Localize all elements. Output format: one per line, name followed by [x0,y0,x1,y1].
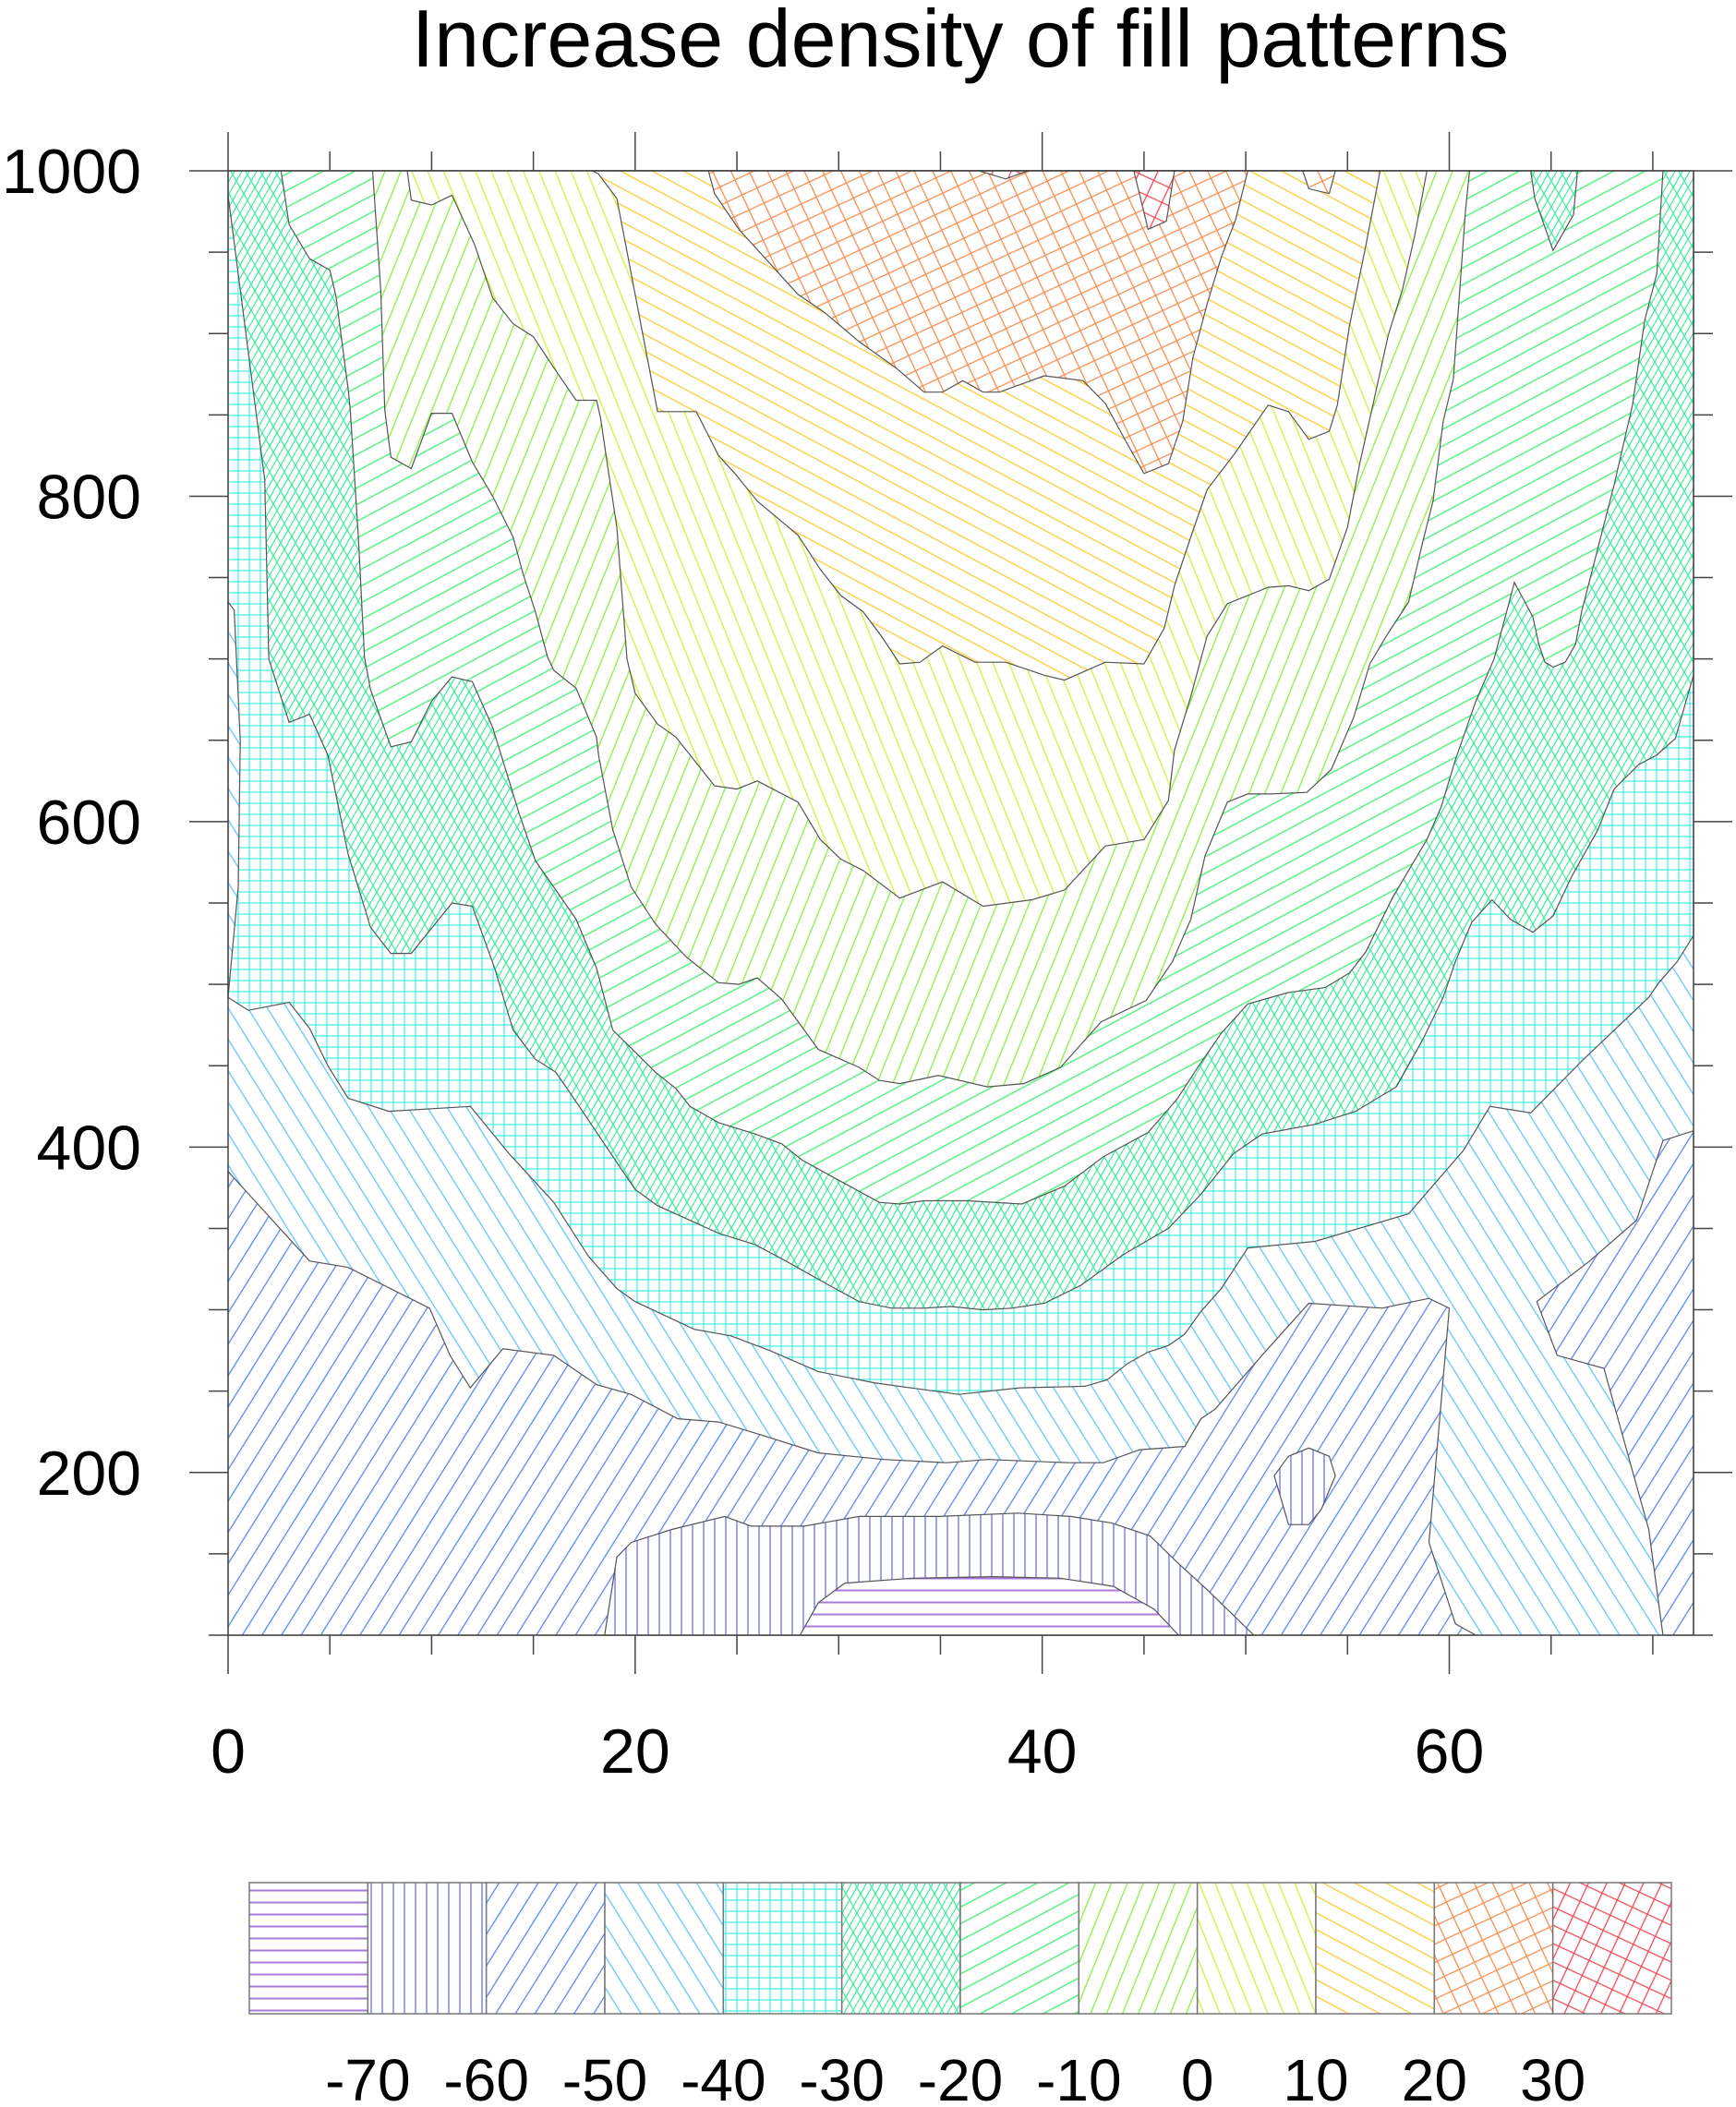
colorbar-label: 0 [1181,2047,1214,2107]
y-tick-label: 200 [37,1439,141,1509]
colorbar-label: -60 [443,2047,529,2107]
colorbar-label: -30 [799,2047,885,2107]
colorbar-box [367,1882,488,2015]
x-tick-label: 20 [600,1716,670,1787]
contour-region [707,170,1249,475]
y-tick-label: 400 [37,1113,141,1183]
contour-region [227,1170,1478,1636]
colorbar-label: 30 [1520,2047,1585,2107]
colorbar-box [840,1882,961,2015]
colorbar-label: -70 [325,2047,411,2107]
colorbar-label: -50 [562,2047,648,2107]
contour-region [1273,1447,1336,1525]
colorbar-box [722,1882,843,2015]
x-tick-label: 0 [211,1716,246,1787]
colorbar-box [1551,1882,1672,2015]
x-tick-label: 40 [1007,1716,1078,1787]
colorbar-label: -40 [681,2047,766,2107]
colorbar: -70 -60 -50 -40 -30 -20 -10 0 10 20 30 [248,1882,1672,2107]
colorbar-box [1433,1882,1554,2015]
colorbar-label: 10 [1283,2047,1348,2107]
colorbar-label: -10 [1036,2047,1122,2107]
colorbar-box [1078,1882,1199,2015]
colorbar-label: 20 [1402,2047,1467,2107]
colorbar-box [248,1882,369,2015]
colorbar-box [1315,1882,1436,2015]
contour-regions [227,170,1694,1636]
colorbar-box [1196,1882,1317,2015]
colorbar-box [959,1882,1080,2015]
y-tick-label: 1000 [2,137,141,207]
y-tick-label: 800 [37,462,141,532]
colorbar-box [604,1882,725,2015]
colorbar-label: -20 [918,2047,1004,2107]
colorbar-box [485,1882,606,2015]
x-tick-label: 60 [1415,1716,1485,1787]
contour-region [799,1575,1180,1636]
chart-title: Increase density of fill patterns [412,0,1510,84]
axes: 0 20 40 60 200 400 600 800 1000 [2,132,1732,1787]
y-tick-label: 600 [37,788,141,858]
